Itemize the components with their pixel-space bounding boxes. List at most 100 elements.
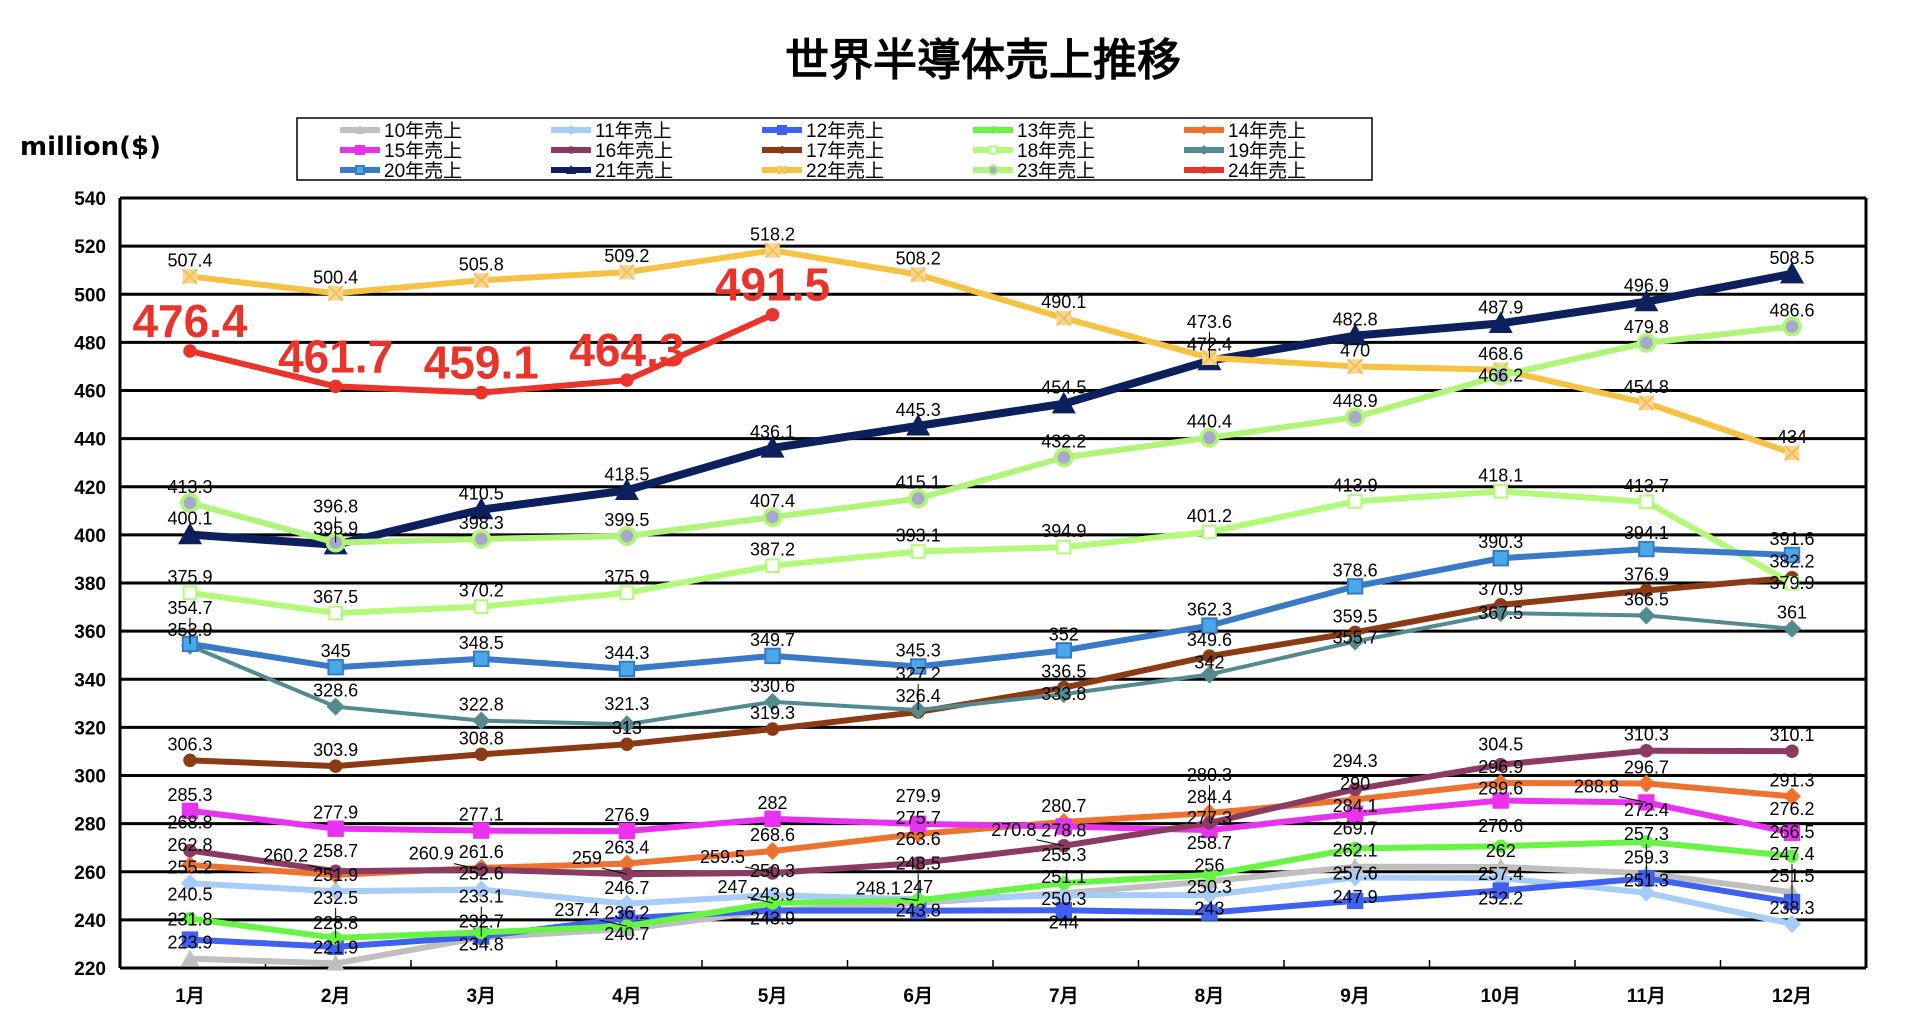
square-marker [1783,546,1801,564]
legend-label: 24年売上 [1228,160,1306,182]
series-line [189,611,1793,727]
square-marker [355,165,365,175]
data-label: 413.9 [1333,475,1378,495]
hollow-square-marker [1056,539,1072,555]
square-marker [764,647,781,665]
data-label: 440.4 [1187,412,1232,432]
marker-cross [327,285,344,302]
data-label: 261.6 [459,842,504,862]
square-marker [1346,805,1364,822]
data-label: 236.2 [604,903,649,923]
data-label: 464.3 [569,324,684,376]
diamond-marker [326,882,345,901]
data-label: 470 [1340,340,1370,360]
data-label: 247 [718,877,748,897]
data-label: 330.6 [750,676,795,696]
data-label: 250.3 [1187,877,1232,897]
marker-dot [1785,320,1799,333]
y-tick-label: 220 [74,959,106,980]
data-label: 250.3 [1041,889,1086,909]
data-label: 398.3 [459,513,504,533]
y-tick-label: 540 [74,189,106,210]
data-label: 375.9 [167,567,212,587]
x-tick-label: 9月 [1340,986,1370,1007]
diamond-marker [181,874,199,893]
y-tick-label: 360 [74,622,106,643]
data-label: 387.2 [750,540,795,560]
data-label: 418.1 [1478,465,1523,485]
data-label: 410.5 [459,484,504,504]
diamond-marker [617,894,636,913]
data-label: 491.5 [715,259,830,311]
data-label: 306.3 [167,734,212,754]
circle-marker [620,737,634,751]
marker-cross [619,264,635,281]
data-label: 370.9 [1478,579,1523,599]
marker-dot [989,166,997,174]
square-marker [1201,904,1218,921]
series-10年売上 [181,857,1801,971]
circle-marker [1639,835,1654,849]
data-label: 500.4 [313,267,358,287]
circle-marker [1348,625,1362,640]
circle-marker [908,488,929,509]
diamond-marker [1054,886,1073,905]
circle-marker [183,911,197,926]
data-label: 479.8 [1624,317,1669,337]
legend-label: 23年売上 [1017,160,1095,182]
diamond-marker [1783,787,1801,806]
data-label: 296.7 [1624,757,1669,777]
label-leader-line [1618,795,1647,803]
series-line [189,269,1793,549]
marker-dot [911,492,925,505]
triangle-marker [1491,857,1510,875]
series-18年売上 [182,484,1800,621]
data-label: 269.7 [1333,818,1378,838]
data-label: 448.9 [1333,391,1378,411]
legend-item: 24年売上 [1184,160,1306,182]
chart-title: 世界半導体売上推移 [785,35,1181,86]
data-label: 348.5 [459,633,504,653]
y-tick-labels: 220 240 260 280 300 320 340 360 380 400 420 440 460 4… [74,189,106,980]
label-leader-line [744,866,773,874]
data-label: 268.6 [750,825,795,845]
data-label: 246.7 [604,878,649,898]
diamond-marker [1637,606,1656,625]
data-label: 255.3 [1041,845,1086,865]
diamond-marker [1346,632,1365,651]
y-tick-label: 320 [74,718,106,739]
circle-marker [778,146,786,154]
x-tick-label: 11月 [1627,986,1666,1007]
data-label: 508.2 [896,249,941,269]
series-16年売上 [183,743,1799,881]
x-square-marker [473,272,490,289]
y-tick-label: 520 [74,237,106,258]
data-label: 472.4 [1187,335,1232,355]
data-label: 263.6 [896,829,941,849]
square-marker [327,820,344,837]
triangle-marker [1488,311,1513,333]
data-label: 345 [321,641,351,661]
triangle-marker [326,954,345,971]
marker-dot [1494,369,1508,382]
hollow-square-marker [765,558,780,573]
square-marker [1201,617,1218,634]
data-label: 240.5 [167,885,212,905]
data-label: 445.3 [896,400,941,420]
marker-dot [620,529,634,543]
marker-cross [910,266,927,283]
hollow-square-marker [910,544,926,559]
data-label: 277.3 [1187,808,1232,828]
y-tick-label: 340 [74,670,106,691]
series-20年売上 [181,540,1801,678]
x-square-marker [327,285,344,302]
legend-label: 17年売上 [806,140,884,162]
legend-item: 21年売上 [551,160,673,182]
series-line [189,797,1793,836]
data-label: 394.9 [1041,521,1086,541]
legend-label: 11年売上 [595,120,672,142]
x-square-marker [1055,310,1072,326]
square-marker [1492,882,1509,899]
x-square-marker [910,266,927,283]
